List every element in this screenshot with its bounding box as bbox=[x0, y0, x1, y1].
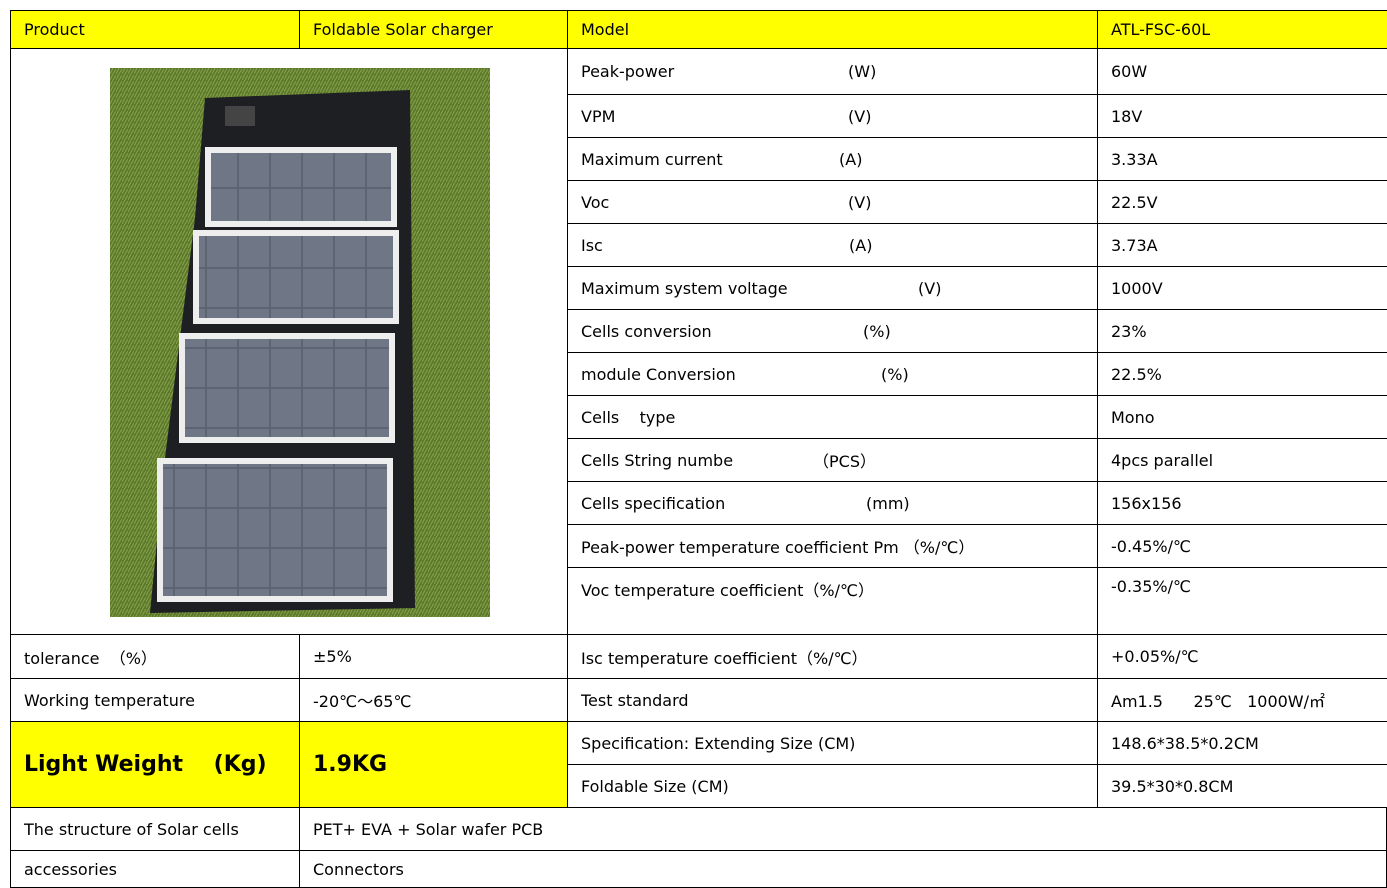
spec-value: 148.6*38.5*0.2CM bbox=[1097, 721, 1387, 765]
spec-value: 1000V bbox=[1097, 266, 1387, 310]
spec-sheet: ProductFoldable Solar chargerModelATL-FS… bbox=[0, 0, 1387, 888]
weight-value: 1.9KG bbox=[299, 721, 568, 808]
spec-unit: (V) bbox=[848, 193, 871, 212]
spec-name: Peak-power temperature coefficient Pm （%… bbox=[567, 524, 1098, 568]
spec-name: Voc temperature coefficient（%/℃） bbox=[567, 567, 1098, 635]
spec-name: Voc(V) bbox=[567, 180, 1098, 224]
spec-name: Cells String numbe（PCS） bbox=[567, 438, 1098, 482]
spec-name: Maximum current(A) bbox=[567, 137, 1098, 181]
spec-name: Foldable Size (CM) bbox=[567, 764, 1098, 808]
row-value: PET+ EVA + Solar wafer PCB bbox=[299, 807, 1387, 851]
spec-unit: (%) bbox=[881, 365, 909, 384]
header-cell: Product bbox=[10, 10, 300, 49]
spec-unit: (A) bbox=[849, 236, 872, 255]
spec-name: Isc(A) bbox=[567, 223, 1098, 267]
spec-name: VPM(V) bbox=[567, 94, 1098, 138]
spec-name: module Conversion(%) bbox=[567, 352, 1098, 396]
spec-value: Am1.5 25℃ 1000W/㎡ bbox=[1097, 678, 1387, 722]
header-cell: Model bbox=[567, 10, 1098, 49]
spec-unit: (mm) bbox=[866, 494, 910, 513]
spec-name: Cells specification(mm) bbox=[567, 481, 1098, 525]
spec-unit: (W) bbox=[848, 62, 876, 81]
row-label: The structure of Solar cells bbox=[10, 807, 300, 851]
spec-value: 4pcs parallel bbox=[1097, 438, 1387, 482]
spec-value: Mono bbox=[1097, 395, 1387, 439]
spec-value: -0.45%/℃ bbox=[1097, 524, 1387, 568]
weight-label: Light Weight (Kg) bbox=[10, 721, 300, 808]
row-value: Connectors bbox=[299, 850, 1387, 888]
row-label: Working temperature bbox=[10, 678, 300, 722]
spec-value: 156x156 bbox=[1097, 481, 1387, 525]
spec-value: +0.05%/℃ bbox=[1097, 634, 1387, 679]
spec-value: 39.5*30*0.8CM bbox=[1097, 764, 1387, 808]
spec-unit: (V) bbox=[848, 107, 871, 126]
header-cell: Foldable Solar charger bbox=[299, 10, 568, 49]
spec-unit: （PCS） bbox=[813, 448, 876, 472]
header-cell: ATL-FSC-60L bbox=[1097, 10, 1387, 49]
spec-value: 22.5% bbox=[1097, 352, 1387, 396]
row-value: ±5% bbox=[299, 634, 568, 679]
spec-value: 18V bbox=[1097, 94, 1387, 138]
spec-value: 3.73A bbox=[1097, 223, 1387, 267]
spec-name: Specification: Extending Size (CM) bbox=[567, 721, 1098, 765]
row-label: tolerance （%） bbox=[10, 634, 300, 679]
spec-value: 60W bbox=[1097, 48, 1387, 95]
row-label: accessories bbox=[10, 850, 300, 888]
spec-value: 3.33A bbox=[1097, 137, 1387, 181]
spec-value: -0.35%/℃ bbox=[1097, 567, 1387, 635]
spec-value: 23% bbox=[1097, 309, 1387, 353]
spec-name: Peak-power(W) bbox=[567, 48, 1098, 95]
spec-name: Cells conversion(%) bbox=[567, 309, 1098, 353]
spec-unit: (%) bbox=[863, 322, 891, 341]
spec-value: 22.5V bbox=[1097, 180, 1387, 224]
spec-name: Maximum system voltage(V) bbox=[567, 266, 1098, 310]
image-cell bbox=[10, 48, 568, 635]
spec-name: Cells type bbox=[567, 395, 1098, 439]
spec-name: Test standard bbox=[567, 678, 1098, 722]
spec-unit: (A) bbox=[839, 150, 862, 169]
spec-unit: (V) bbox=[918, 279, 941, 298]
spec-name: Isc temperature coefficient（%/℃） bbox=[567, 634, 1098, 679]
row-value: -20℃～65℃ bbox=[299, 678, 568, 722]
